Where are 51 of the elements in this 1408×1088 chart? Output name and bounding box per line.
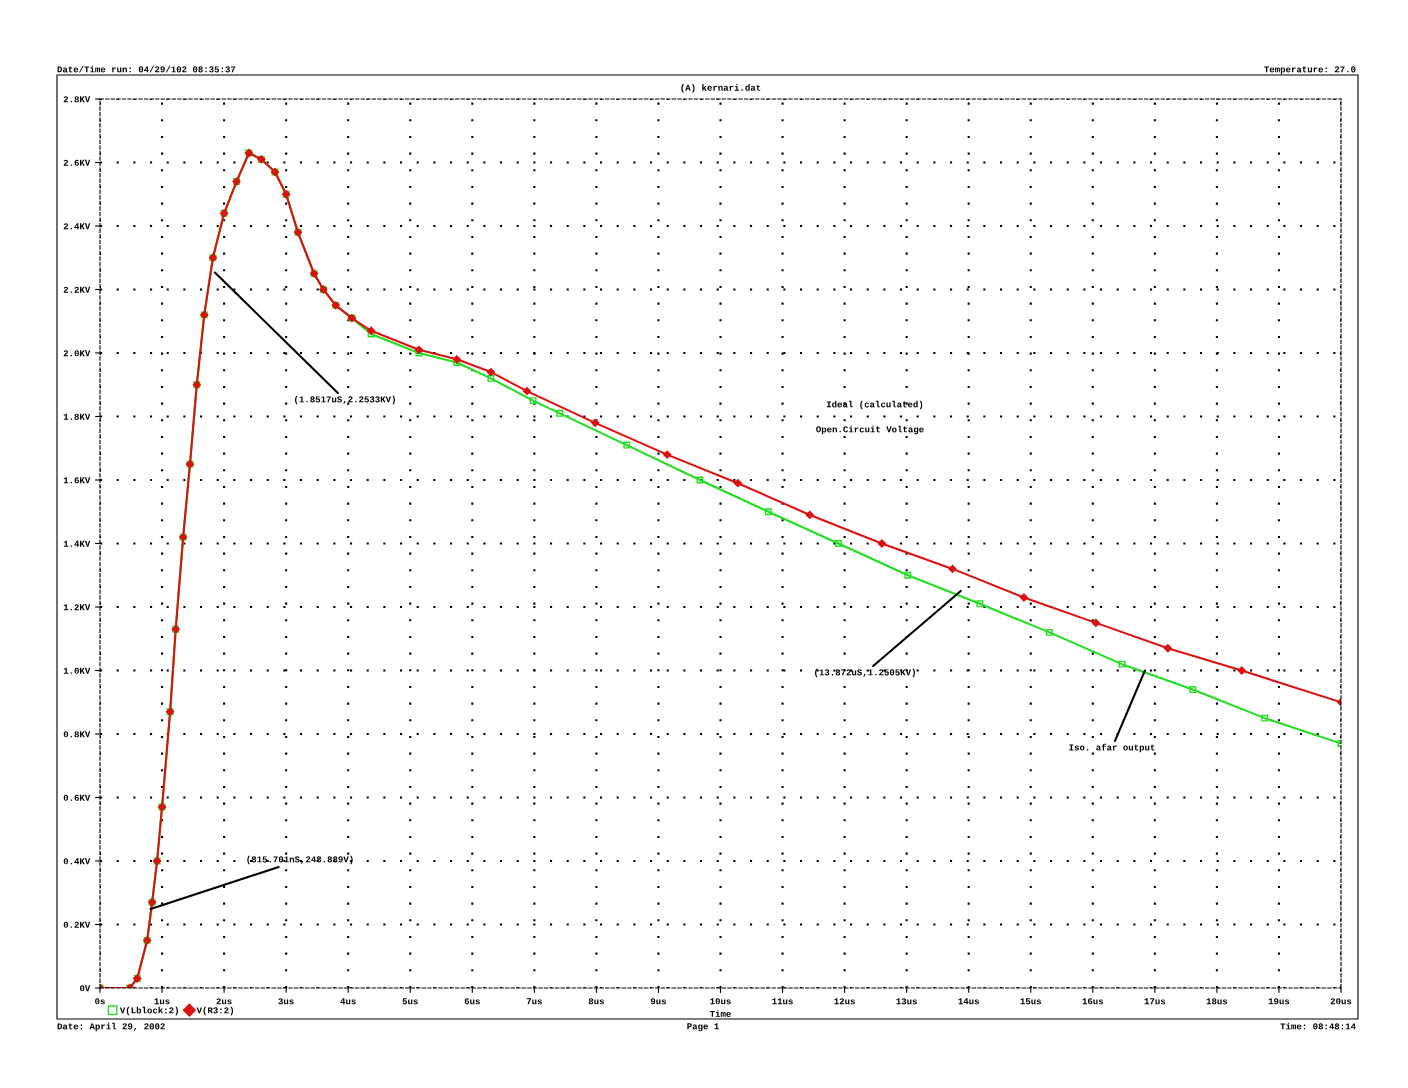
y-tick-label: 0.4KV xyxy=(63,858,91,865)
x-tick-label: 15us xyxy=(1020,998,1042,1005)
legend-label: V(R3:2) xyxy=(196,1006,234,1016)
text: Temperature: 27.0 xyxy=(1264,66,1356,75)
text: Time: 08:48:14 xyxy=(1280,1022,1356,1030)
text: Page 1 xyxy=(687,1023,719,1032)
y-tick-label: 1.8KV xyxy=(63,413,91,420)
x-tick-label: 8us xyxy=(588,998,604,1005)
y-tick-label: 0.2KV xyxy=(63,921,91,928)
chart-title: (A) kernari.dat xyxy=(681,84,761,93)
x-axis-title: Time xyxy=(709,1010,731,1017)
y-tick-label: 2.6KV xyxy=(63,159,91,166)
x-tick-label: 3us xyxy=(278,998,294,1005)
y-tick-label: 1.2KV xyxy=(63,604,91,611)
x-tick-label: 17us xyxy=(1144,998,1166,1005)
x-tick-label: 12us xyxy=(834,998,855,1005)
text: Date: April 29, 2002 xyxy=(57,1022,165,1032)
y-tick-label: 0.8KV xyxy=(63,731,91,738)
y-tick-label: 1.0KV xyxy=(63,667,91,674)
x-tick-label: 4us xyxy=(340,998,356,1005)
legend-label: V(Lblock:2) xyxy=(119,1006,178,1016)
x-tick-label: 13us xyxy=(896,998,917,1005)
x-tick-label: 18us xyxy=(1206,998,1228,1005)
annotation: (1.8517uS,2.2533KV) xyxy=(295,395,395,405)
annotation: (815.701nS,248.889V) xyxy=(247,855,353,865)
x-tick-label: 20us xyxy=(1330,998,1352,1005)
annotation: Ideal (calculated) xyxy=(826,400,923,410)
x-tick-label: 9us xyxy=(650,998,667,1005)
x-tick-label: 7us xyxy=(526,998,542,1005)
x-tick-label: 2us xyxy=(216,998,232,1005)
y-tick-label: 0.6KV xyxy=(63,794,91,801)
y-tick-label: 1.6KV xyxy=(63,477,91,484)
x-tick-label: 19us xyxy=(1268,998,1290,1005)
y-tick-label: 0V xyxy=(79,985,91,992)
annotation: Open.Circuit Voltage xyxy=(816,425,924,435)
y-tick-label: 2.4KV xyxy=(63,223,91,230)
y-tick-label: 2.8KV xyxy=(63,96,91,103)
annotation: (13.872uS,1.2505KV) xyxy=(815,668,915,678)
y-tick-label: 1.4KV xyxy=(63,540,91,547)
annotation: Iso. afar output xyxy=(1069,743,1155,753)
x-tick-label: 6us xyxy=(464,998,480,1005)
y-tick-label: 2.2KV xyxy=(63,286,91,293)
y-tick-label: 2.0KV xyxy=(63,350,91,357)
text: Date/Time run: 04/29/102 08:35:37 xyxy=(57,65,236,73)
x-tick-label: 14us xyxy=(958,998,979,1005)
x-tick-label: 16us xyxy=(1082,998,1104,1005)
x-tick-label: 1us xyxy=(154,998,170,1005)
x-tick-label: 5us xyxy=(402,998,418,1005)
x-tick-label: 10us xyxy=(710,998,731,1005)
x-tick-label: 0s xyxy=(95,998,105,1005)
x-tick-label: 11us xyxy=(772,998,793,1005)
